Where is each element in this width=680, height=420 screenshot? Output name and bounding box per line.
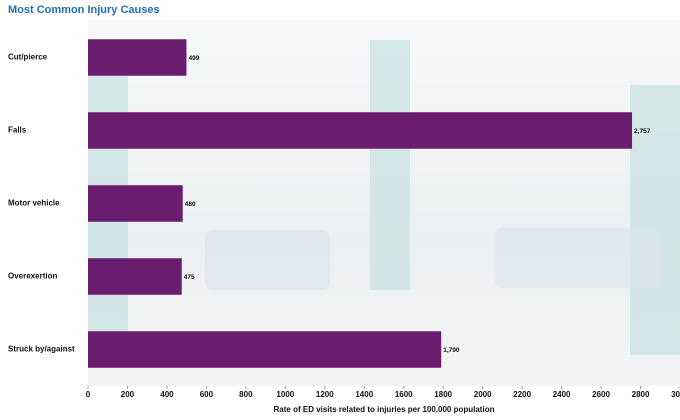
value-label: 2,757 xyxy=(634,128,651,135)
value-label: 480 xyxy=(185,201,196,208)
value-label: 1,790 xyxy=(443,347,460,354)
x-tick-label: 200 xyxy=(121,390,135,399)
x-tick-label: 1800 xyxy=(434,390,452,399)
y-tick-label: Motor vehicle xyxy=(8,199,60,208)
x-tick-label: 3000 xyxy=(671,390,680,399)
x-tick-label: 600 xyxy=(200,390,214,399)
bar xyxy=(88,112,633,149)
x-tick-label: 2000 xyxy=(474,390,492,399)
x-tick-label: 2400 xyxy=(553,390,571,399)
bar xyxy=(88,258,182,295)
bed xyxy=(205,230,330,290)
x-tick-label: 0 xyxy=(86,390,91,399)
y-tick-label: Struck by/against xyxy=(8,345,75,354)
x-tick-label: 1000 xyxy=(276,390,294,399)
bar xyxy=(88,331,442,368)
y-tick-label: Falls xyxy=(8,126,27,135)
y-tick-label: Cut/pierce xyxy=(8,53,48,62)
x-tick-label: 1600 xyxy=(395,390,413,399)
x-axis-label: Rate of ED visits related to injuries pe… xyxy=(274,405,495,414)
value-label: 475 xyxy=(184,274,195,281)
x-tick-label: 1400 xyxy=(355,390,373,399)
value-label: 499 xyxy=(188,55,199,62)
chart-title: Most Common Injury Causes xyxy=(8,4,160,16)
bed xyxy=(495,228,660,288)
x-tick-label: 400 xyxy=(160,390,174,399)
curtain xyxy=(370,40,410,290)
bar xyxy=(88,185,183,222)
x-tick-label: 2200 xyxy=(513,390,531,399)
bar xyxy=(88,39,187,76)
x-tick-label: 1200 xyxy=(316,390,334,399)
y-tick-label: Overexertion xyxy=(8,272,57,281)
x-tick-label: 800 xyxy=(239,390,253,399)
x-tick-label: 2800 xyxy=(632,390,650,399)
x-tick-label: 2600 xyxy=(592,390,610,399)
curtain xyxy=(630,85,680,355)
